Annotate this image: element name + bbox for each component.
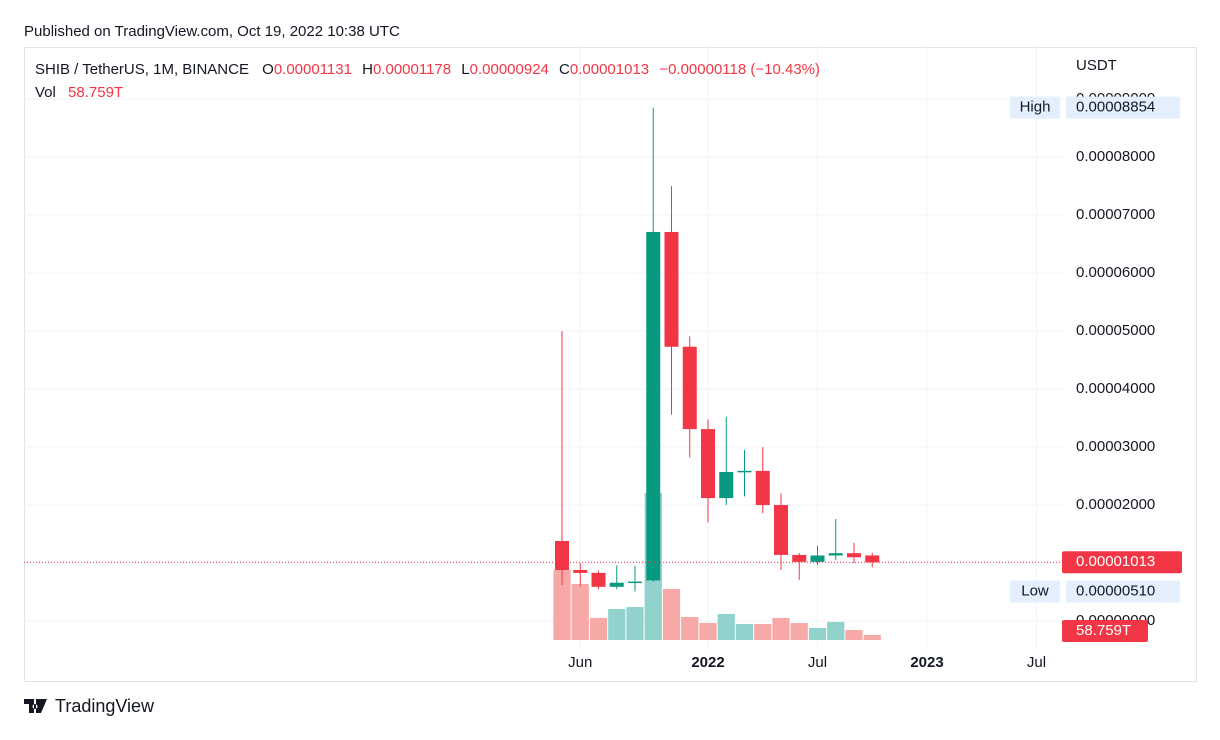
volume-bar <box>754 623 772 640</box>
marker-value: 0.00008854 <box>1076 99 1155 116</box>
volume-bar <box>845 629 863 640</box>
volume-bar <box>662 589 681 640</box>
chart-frame <box>24 47 1197 682</box>
candle-body <box>628 581 642 584</box>
marker-name: Low <box>1021 582 1049 599</box>
candle-body <box>701 429 715 499</box>
y-tick-label: 0.00003000 <box>1076 438 1155 455</box>
volume-bar <box>589 617 608 640</box>
candle-body <box>774 505 788 555</box>
logo <box>24 699 47 713</box>
candle-body <box>664 231 679 347</box>
volume-name: Vol <box>35 84 56 101</box>
volume-bar <box>863 634 881 640</box>
ohlc-letter: C <box>559 61 570 78</box>
candle-body <box>719 471 734 499</box>
candle-body <box>555 540 569 570</box>
volume-bar <box>608 609 626 640</box>
ohlc-value: 0.00001178 <box>373 61 451 78</box>
volume-bar <box>717 613 735 640</box>
marker-value: 0.00000510 <box>1076 582 1155 599</box>
y-axis-unit: USDT <box>1076 57 1117 74</box>
candle-body <box>755 470 770 506</box>
marker-value-box <box>1066 96 1180 119</box>
candle-body <box>792 554 807 562</box>
volume-bar <box>553 569 571 640</box>
volume-bar <box>735 623 754 640</box>
grid <box>24 47 1062 650</box>
volume-bar <box>808 627 827 640</box>
marker-name-box <box>1010 580 1060 603</box>
footer-brand: TradingView <box>55 696 155 716</box>
volume-tag <box>1062 620 1148 642</box>
ohlc-letter: H <box>362 61 373 78</box>
candle-body <box>573 569 588 573</box>
published-note: Published on TradingView.com, Oct 19, 20… <box>24 23 400 40</box>
candle-body <box>810 555 825 562</box>
candle-body <box>646 231 661 581</box>
candle-body <box>828 553 843 556</box>
y-tick-label: 0.00002000 <box>1076 496 1155 513</box>
volume-value: 58.759T <box>68 84 123 101</box>
x-tick-label: 2022 <box>691 654 724 671</box>
x-tick-label: Jul <box>808 654 827 671</box>
volume-bar <box>681 617 699 640</box>
volume-legend: Vol 58.759T <box>35 84 123 101</box>
volume-bar <box>827 621 845 640</box>
x-tick-label: Jun <box>568 654 592 671</box>
legend: SHIB / TetherUS, 1M, BINANCE O0.00001131… <box>35 61 820 78</box>
axis: 0.000000000.000010000.000020000.00003000… <box>568 90 1182 671</box>
volume-bar <box>699 622 717 640</box>
candle-body <box>591 572 606 587</box>
volume-bar <box>571 583 589 640</box>
y-tick-label: 0.00007000 <box>1076 206 1155 223</box>
plot <box>24 107 1062 640</box>
candle-body <box>865 555 880 563</box>
x-tick-label: Jul <box>1027 654 1046 671</box>
candle-body <box>682 346 697 430</box>
ohlc-value: 0.00001013 <box>570 61 649 78</box>
candle-body <box>847 553 861 558</box>
logo-mark <box>24 699 47 713</box>
marker-name-box <box>1010 96 1060 119</box>
volume-bar <box>772 617 790 640</box>
last-price-label: 0.00001013 <box>1076 553 1155 570</box>
last-price-tag <box>1062 551 1182 574</box>
y-tick-label: 0.00006000 <box>1076 264 1155 281</box>
y-tick-label: 0.00004000 <box>1076 380 1155 397</box>
candle-body <box>609 582 624 587</box>
volume-bar <box>626 606 644 640</box>
marker-name: High <box>1020 99 1051 116</box>
ohlc-letter: L <box>461 61 469 78</box>
candle-body <box>737 470 752 473</box>
y-tick-label: 0.00008000 <box>1076 148 1155 165</box>
ohlc-value: 0.00001131 <box>274 61 352 78</box>
marker-value-box <box>1066 580 1180 603</box>
y-tick-label: 0.00005000 <box>1076 322 1155 339</box>
x-tick-label: 2023 <box>910 654 943 671</box>
change: −0.00000118 (−10.43%) <box>659 61 820 78</box>
ohlc-letter: O <box>262 61 274 78</box>
volume-bar <box>790 622 808 640</box>
ohlc-value: 0.00000924 <box>470 61 549 78</box>
volume-tag-label: 58.759T <box>1076 622 1131 639</box>
symbol-title: SHIB / TetherUS, 1M, BINANCE <box>35 61 249 78</box>
